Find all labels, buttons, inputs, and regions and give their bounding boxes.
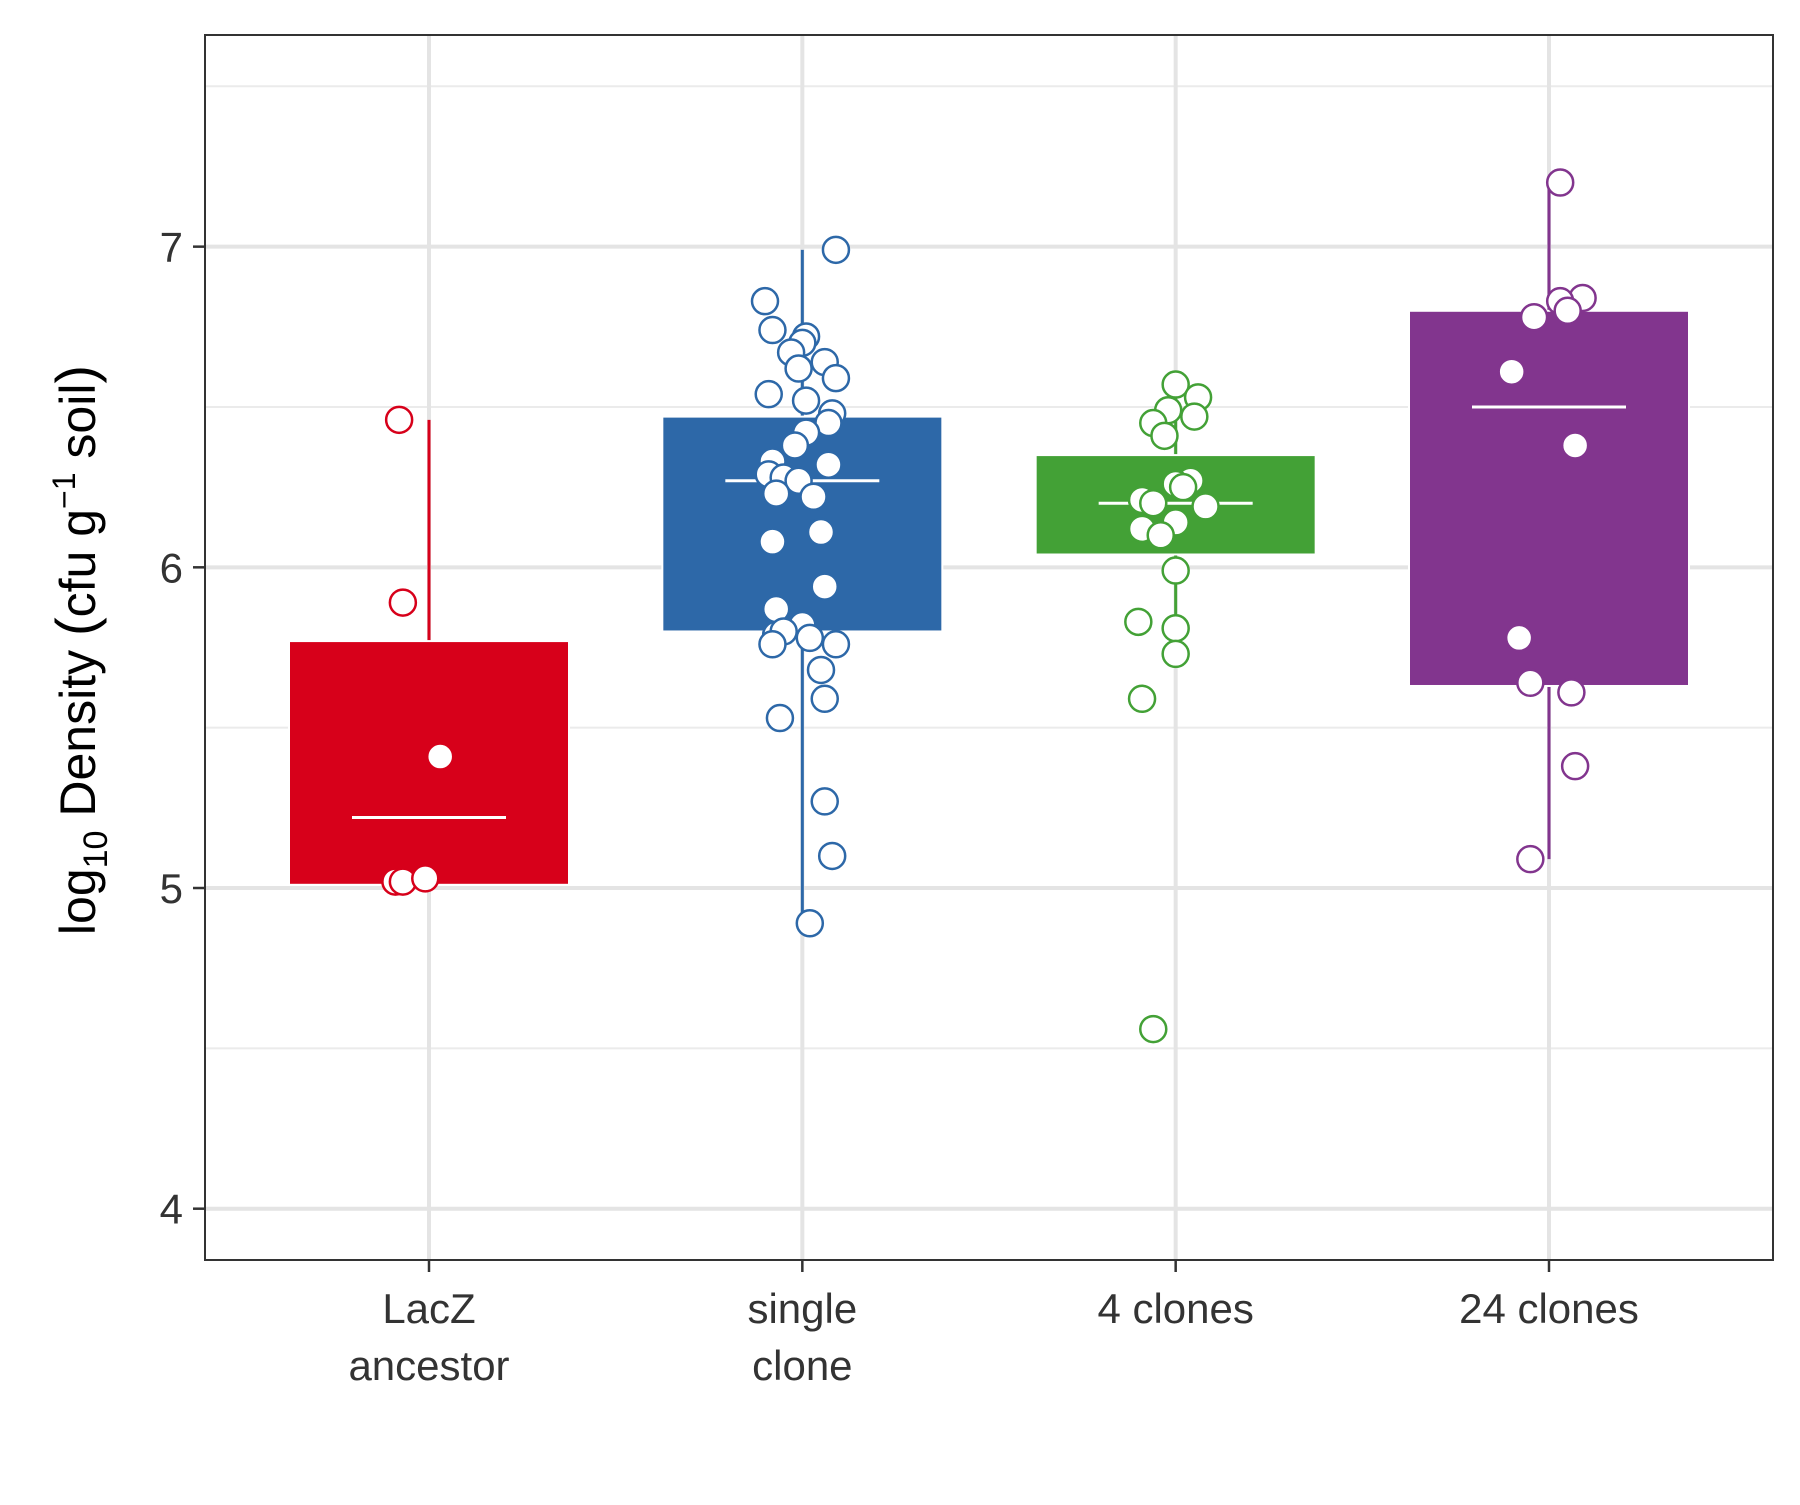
x-tick-label-line: 4 clones: [1097, 1285, 1253, 1332]
y-title-open-paren: (: [44, 617, 107, 636]
x-tick-label: LacZ ancestor: [348, 1285, 509, 1389]
y-title-unit-superscript: −1: [46, 472, 82, 508]
data-point: [1180, 402, 1209, 431]
data-point: [1553, 296, 1582, 326]
y-title-main: Density: [50, 636, 106, 831]
data-point: [806, 655, 836, 685]
y-title-prefix: log: [50, 868, 106, 935]
box: [1408, 309, 1690, 687]
data-point: [795, 909, 825, 938]
boxes-layer: [288, 182, 1690, 924]
data-point: [758, 630, 787, 659]
data-point: [821, 630, 851, 659]
data-point: [810, 572, 839, 601]
data-point: [1127, 684, 1157, 714]
data-point: [754, 379, 783, 409]
data-point: [799, 482, 828, 512]
data-point: [1545, 168, 1575, 197]
data-point: [384, 405, 414, 435]
data-point: [791, 386, 821, 415]
data-point: [1557, 678, 1586, 707]
x-tick-label-line: single: [747, 1285, 857, 1332]
y-axis: 4 5 6 7: [160, 224, 205, 1233]
data-point: [761, 479, 791, 508]
x-tick-label-line: 24 clones: [1459, 1285, 1639, 1332]
x-tick-label: single clone: [747, 1285, 857, 1389]
x-tick-label: 4 clones: [1097, 1285, 1253, 1332]
y-tick-label: 4: [160, 1186, 183, 1233]
data-point: [1497, 357, 1526, 386]
data-point: [1146, 521, 1175, 550]
data-point: [1161, 370, 1190, 399]
data-point: [1560, 431, 1590, 460]
data-point: [810, 684, 839, 714]
data-point: [814, 450, 843, 479]
y-tick-label: 5: [160, 865, 183, 912]
x-tick-label-line: ancestor: [348, 1342, 509, 1389]
data-point: [1150, 421, 1179, 451]
data-point: [1560, 751, 1590, 781]
data-point: [784, 354, 813, 383]
y-title-close-paren: ): [44, 365, 107, 384]
data-point: [388, 588, 418, 617]
data-point: [1516, 844, 1545, 874]
data-point: [1124, 607, 1153, 637]
data-point: [1191, 492, 1220, 521]
points-layer: [381, 168, 1597, 1044]
data-point: [765, 703, 795, 733]
y-title-unit: cfu g: [50, 509, 106, 617]
x-tick-label-line: LacZ: [382, 1285, 475, 1332]
y-tick-label: 6: [160, 544, 183, 591]
data-point: [780, 431, 810, 460]
data-point: [821, 363, 851, 393]
x-tick-label: 24 clones: [1459, 1285, 1639, 1332]
y-title-prefix-subscript: 10: [77, 831, 115, 869]
data-point: [821, 235, 851, 265]
y-tick-label: 7: [160, 224, 183, 271]
data-point: [1161, 639, 1190, 669]
data-point: [411, 864, 440, 893]
panel-border: [204, 34, 1774, 1261]
data-point: [1161, 614, 1190, 643]
data-point: [758, 527, 787, 556]
data-point: [795, 623, 825, 653]
y-title-unit-end: soil: [50, 384, 106, 473]
data-point: [806, 517, 836, 547]
y-axis-title: log10 Density (cfu g−1 soil): [44, 365, 115, 935]
x-tick-label-line: clone: [752, 1342, 852, 1389]
x-axis: LacZ ancestor single clone 4 clones 24 clones: [348, 1260, 1639, 1389]
data-point: [1161, 556, 1190, 585]
data-point: [1139, 1014, 1168, 1044]
data-point: [750, 286, 780, 316]
data-point: [810, 787, 839, 816]
data-point: [1519, 302, 1549, 332]
data-point: [758, 315, 787, 345]
data-point: [1504, 623, 1534, 653]
data-point: [1516, 668, 1545, 698]
data-point: [1168, 472, 1198, 502]
data-point: [425, 742, 455, 771]
data-point: [1139, 488, 1168, 518]
data-point: [817, 841, 847, 871]
